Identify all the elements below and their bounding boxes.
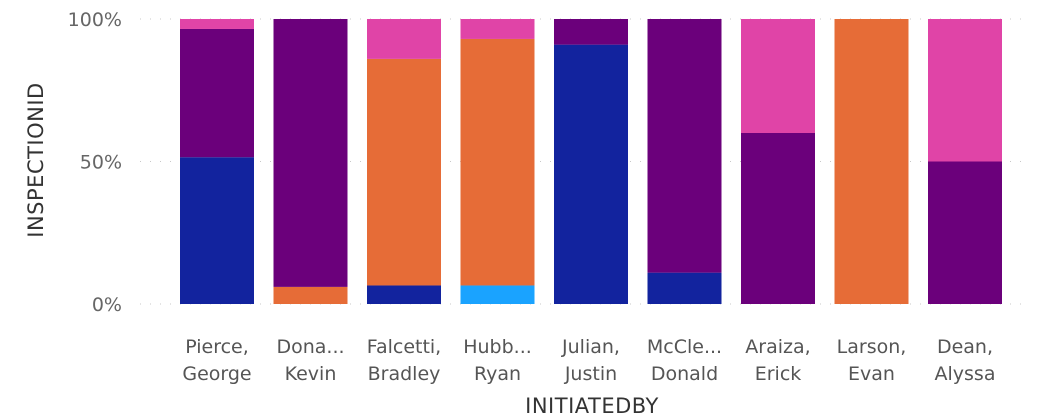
bar-segment[interactable] [834, 19, 909, 304]
bar-stack[interactable] [741, 19, 815, 304]
bar-segment[interactable] [928, 161, 1002, 305]
bar-segment[interactable] [180, 28, 254, 158]
bar-segment[interactable] [367, 58, 441, 286]
bars [180, 19, 1002, 305]
x-category-label-line: Donald [651, 363, 718, 385]
bar-segment[interactable] [554, 19, 628, 45]
x-category-label: Falcetti, Bradley [367, 336, 441, 385]
x-category-label: Hubb... Ryan [463, 336, 532, 385]
bar-stack[interactable] [554, 19, 628, 305]
y-axis-title: INSPECTIONID [24, 82, 48, 237]
bar-segment[interactable] [460, 285, 535, 304]
x-category-label-line: McCle... [647, 336, 722, 358]
x-category-label: Dona... Kevin [276, 336, 344, 385]
y-tick-label: 100% [68, 9, 122, 31]
bar-segment[interactable] [460, 19, 535, 39]
bar-segment[interactable] [367, 285, 441, 304]
x-category-label-line: Dona... [276, 336, 344, 358]
x-axis-title: INITIATEDBY [525, 394, 659, 418]
x-category-label-line: Justin [564, 363, 617, 385]
bar-segment[interactable] [180, 19, 254, 29]
bar-stack[interactable] [647, 19, 722, 304]
x-category-label-line: Erick [755, 363, 802, 385]
y-axis-ticks: 0% 50% 100% [68, 9, 122, 316]
bar-segment[interactable] [928, 19, 1002, 162]
x-category-label-line: Araiza, [745, 336, 810, 358]
y-tick-label: 0% [92, 294, 122, 316]
x-category-label-line: George [182, 363, 251, 385]
x-category-label: Julian, Justin [561, 336, 620, 385]
x-axis-categories: Pierce, George Dona... Kevin Falcetti, Bradle… [182, 336, 995, 385]
bar-stack[interactable] [460, 19, 535, 304]
bar-stack[interactable] [367, 19, 441, 304]
bar-segment[interactable] [180, 157, 254, 304]
x-category-label-line: Julian, [561, 336, 620, 358]
x-category-label-line: Evan [848, 363, 895, 385]
bar-segment[interactable] [741, 133, 815, 304]
x-category-label: Araiza, Erick [745, 336, 810, 385]
bar-stack[interactable] [273, 19, 348, 304]
x-category-label-line: Kevin [285, 363, 337, 385]
bar-stack[interactable] [834, 19, 909, 304]
x-category-label: Larson, Evan [837, 336, 907, 385]
bar-segment[interactable] [460, 38, 535, 286]
x-category-label-line: Alyssa [935, 363, 996, 385]
x-category-label-line: Pierce, [185, 336, 249, 358]
x-category-label: Dean, Alyssa [935, 336, 996, 385]
bar-stack[interactable] [180, 19, 254, 304]
bar-segment[interactable] [741, 19, 815, 133]
bar-segment[interactable] [367, 19, 441, 59]
bar-stack[interactable] [928, 19, 1002, 304]
x-category-label: McCle... Donald [647, 336, 722, 385]
x-category-label-line: Ryan [474, 363, 521, 385]
x-category-label-line: Larson, [837, 336, 907, 358]
x-category-label-line: Dean, [937, 336, 993, 358]
bar-segment[interactable] [273, 286, 348, 304]
bar-segment[interactable] [554, 44, 628, 305]
bar-segment[interactable] [647, 19, 722, 273]
bar-segment[interactable] [647, 272, 722, 304]
x-category-label-line: Falcetti, [367, 336, 441, 358]
x-category-label-line: Hubb... [463, 336, 532, 358]
x-category-label: Pierce, George [182, 336, 251, 385]
y-tick-label: 50% [80, 152, 122, 174]
x-category-label-line: Bradley [368, 363, 441, 385]
bar-segment[interactable] [273, 19, 348, 287]
